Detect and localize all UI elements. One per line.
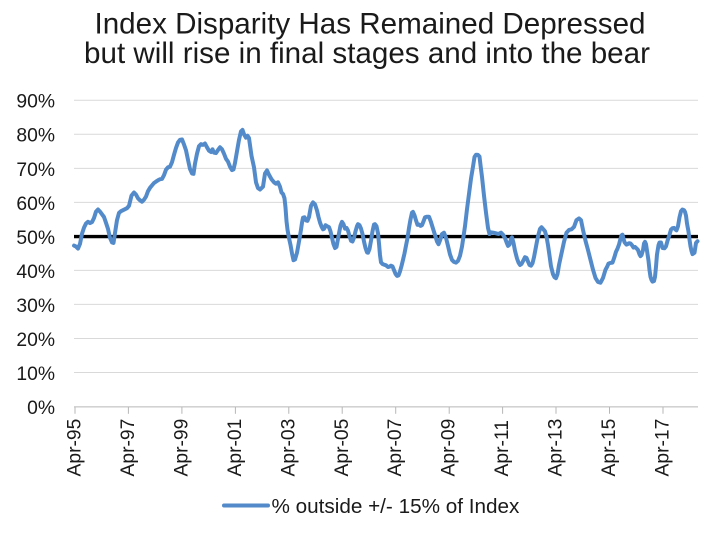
svg-text:Apr-15: Apr-15 xyxy=(599,419,620,477)
svg-text:Apr-17: Apr-17 xyxy=(653,419,674,477)
svg-text:Apr-95: Apr-95 xyxy=(65,419,86,477)
svg-text:20%: 20% xyxy=(16,330,55,351)
svg-text:Apr-99: Apr-99 xyxy=(171,419,192,477)
svg-text:70%: 70% xyxy=(16,160,55,181)
svg-text:40%: 40% xyxy=(16,262,55,283)
svg-text:Apr-05: Apr-05 xyxy=(332,419,353,477)
svg-text:30%: 30% xyxy=(16,296,55,317)
svg-text:90%: 90% xyxy=(16,92,55,113)
svg-text:Index Disparity Has Remained D: Index Disparity Has Remained Depressed xyxy=(94,8,645,41)
svg-text:0%: 0% xyxy=(27,398,55,419)
svg-text:but will rise in final stages: but will rise in final stages and into t… xyxy=(84,37,650,70)
svg-text:% outside +/- 15% of Index: % outside +/- 15% of Index xyxy=(272,495,520,518)
svg-text:10%: 10% xyxy=(16,364,55,385)
svg-text:60%: 60% xyxy=(16,194,55,215)
svg-text:50%: 50% xyxy=(16,228,55,249)
svg-text:Apr-01: Apr-01 xyxy=(225,419,246,477)
svg-text:Apr-09: Apr-09 xyxy=(439,419,460,477)
svg-text:80%: 80% xyxy=(16,126,55,147)
svg-text:Apr-11: Apr-11 xyxy=(492,420,513,476)
svg-text:Apr-13: Apr-13 xyxy=(546,419,567,477)
svg-text:Apr-97: Apr-97 xyxy=(118,419,139,477)
svg-text:Apr-03: Apr-03 xyxy=(278,419,299,477)
svg-text:Apr-07: Apr-07 xyxy=(385,419,406,477)
